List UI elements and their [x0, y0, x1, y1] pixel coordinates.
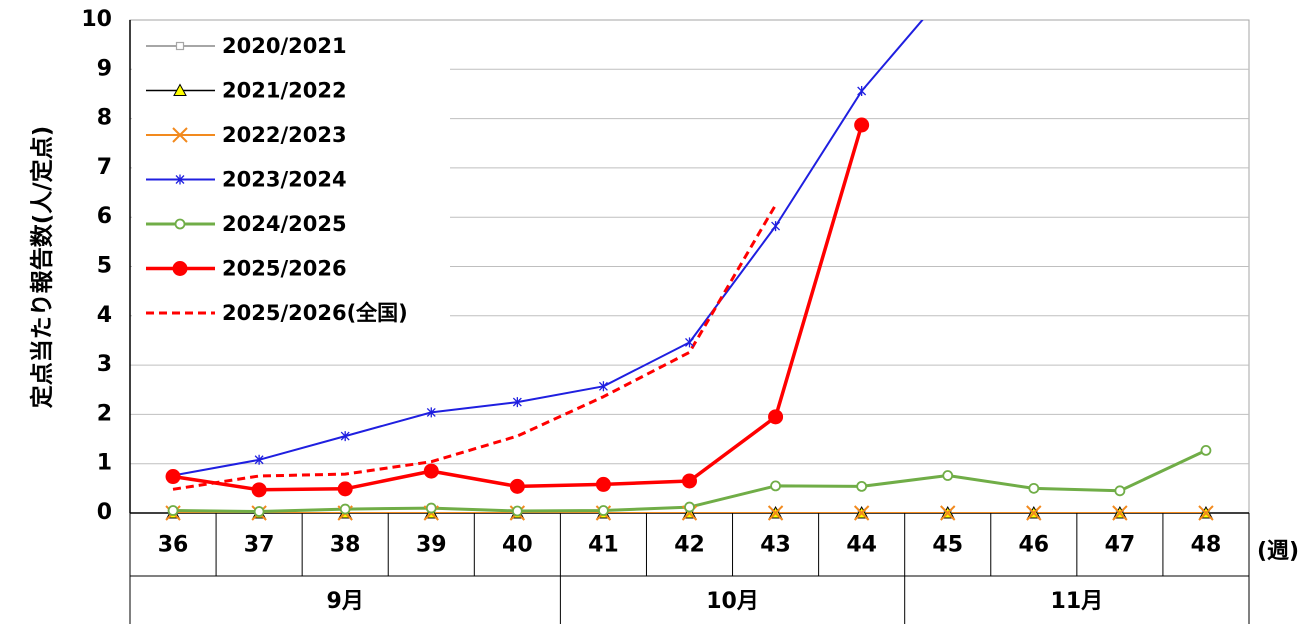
data-point-3 [512, 397, 522, 408]
data-point-4 [511, 505, 523, 517]
y-tick-label: 10 [81, 7, 112, 32]
y-axis-label: 定点当たり報告数(人/定点) [29, 126, 56, 408]
data-point-3 [685, 337, 694, 348]
y-tick-label: 5 [97, 254, 112, 279]
data-point-4 [167, 505, 179, 516]
data-point-4 [1114, 485, 1126, 497]
data-point-3 [857, 85, 867, 96]
x-tick-label: 36 [158, 533, 189, 558]
legend: 2020/2021 2021/2022 2022/2023 2023/2024 2024… [132, 24, 450, 340]
data-point-4 [684, 501, 695, 513]
data-point-2 [940, 505, 956, 521]
data-point-3 [254, 454, 264, 465]
x-tick-label: 38 [330, 533, 361, 558]
data-point-5 [509, 478, 525, 494]
x-tick-label: 40 [502, 533, 533, 558]
series-line-6 [172, 204, 777, 491]
data-point-5 [854, 117, 870, 133]
y-tick-label: 2 [97, 401, 112, 426]
data-point-5 [682, 473, 697, 489]
data-point-4 [1028, 482, 1040, 494]
data-point-3 [426, 407, 436, 418]
x-tick-label: 48 [1191, 533, 1222, 558]
legend-background [132, 24, 450, 340]
data-point-4 [425, 502, 437, 514]
data-point-4 [942, 470, 954, 481]
data-point-2 [1112, 505, 1128, 521]
data-point-3 [340, 431, 350, 442]
x-tick-label: 46 [1018, 533, 1049, 558]
data-point-3 [598, 381, 608, 392]
month-label: 11月 [1051, 589, 1104, 614]
data-point-4 [253, 506, 265, 517]
data-point-5 [768, 409, 784, 425]
legend-label: 2025/2026 [222, 257, 347, 281]
legend-label: 2024/2025 [222, 212, 347, 236]
data-point-4 [856, 480, 868, 492]
y-tick-label: 1 [97, 451, 112, 476]
legend-marker [174, 218, 186, 230]
legend-marker [175, 174, 185, 185]
y-tick-label: 8 [97, 106, 112, 131]
y-tick-label: 4 [97, 303, 112, 328]
x-tick-label: 44 [846, 533, 877, 558]
data-point-2 [1198, 505, 1214, 521]
x-tick-label: 47 [1105, 533, 1136, 558]
x-tick-label: 37 [244, 533, 275, 558]
x-tick-label: 41 [588, 533, 619, 558]
data-point-2 [1026, 505, 1042, 521]
x-tick-label: 42 [674, 533, 705, 558]
data-point-5 [423, 463, 439, 479]
legend-label: 2020/2021 [222, 34, 347, 58]
legend-label: 2021/2022 [222, 79, 347, 103]
legend-marker [173, 83, 187, 96]
data-point-4 [770, 480, 781, 492]
data-point-4 [598, 505, 609, 516]
data-point-3 [771, 221, 781, 232]
month-label: 9月 [327, 589, 364, 614]
y-tick-label: 0 [97, 500, 112, 525]
y-tick-label: 7 [97, 155, 112, 180]
data-point-4 [1200, 444, 1212, 456]
series-markers [165, 85, 1214, 521]
data-point-5 [337, 481, 353, 497]
legend-label: 2023/2024 [222, 168, 347, 192]
data-point-5 [251, 482, 267, 498]
legend-marker [172, 127, 188, 143]
month-label: 10月 [706, 589, 759, 614]
y-tick-label: 6 [97, 204, 112, 229]
x-axis-unit-label: (週) [1257, 539, 1299, 564]
y-tick-label: 3 [97, 352, 112, 377]
series-line-3 [172, 20, 924, 477]
data-point-2 [767, 505, 784, 521]
data-point-4 [339, 503, 351, 515]
data-point-2 [853, 505, 870, 521]
legend-marker [175, 41, 185, 51]
legend-label: 2025/2026(全国) [222, 301, 408, 325]
legend-marker [172, 261, 188, 276]
x-tick-label: 39 [416, 533, 447, 558]
data-point-5 [165, 469, 181, 485]
x-tick-label: 45 [932, 533, 963, 558]
legend-label: 2022/2023 [222, 123, 347, 147]
y-tick-label: 9 [97, 56, 112, 81]
data-point-5 [595, 476, 611, 492]
x-tick-label: 43 [760, 533, 791, 558]
